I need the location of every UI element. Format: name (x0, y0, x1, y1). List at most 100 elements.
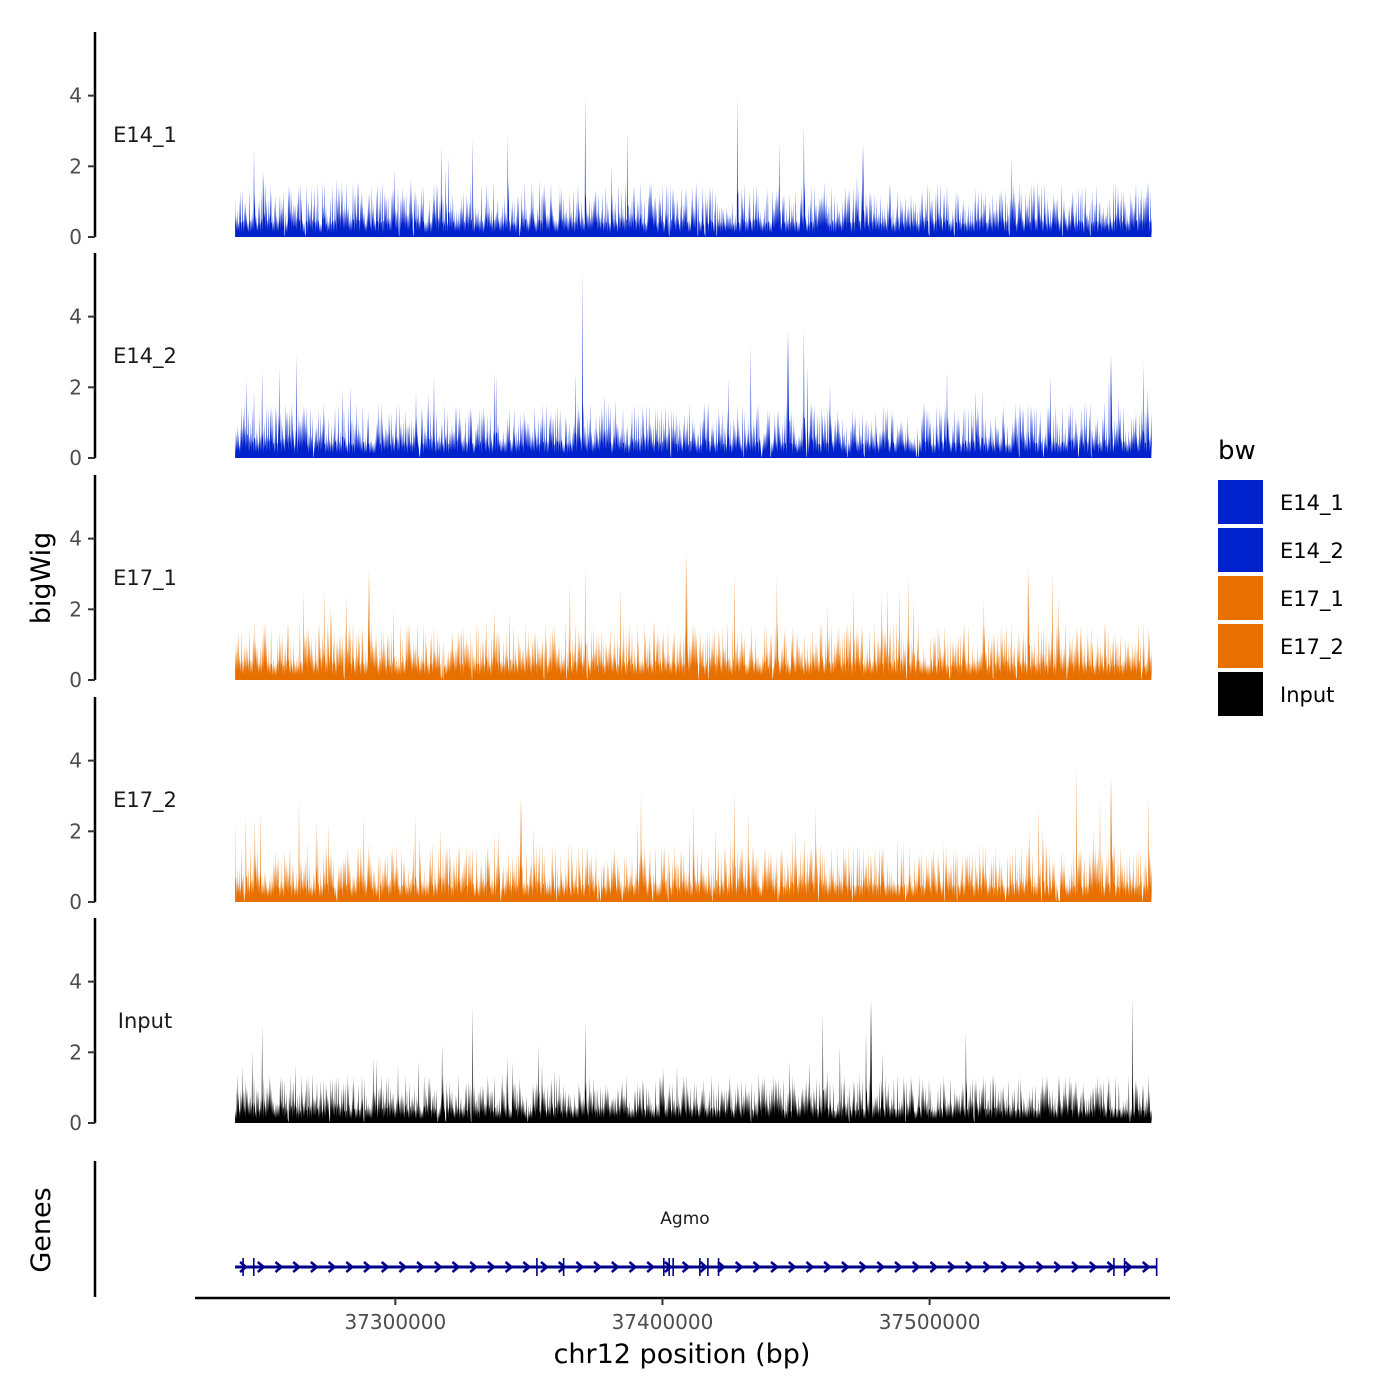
track-e14_1: 0 2 4 E14_1 (69, 32, 1152, 249)
strand-arrow (787, 1261, 797, 1273)
strand-arrow (487, 1261, 496, 1273)
legend-swatch (1218, 576, 1263, 620)
coverage-area (235, 767, 1152, 902)
strand-arrow (327, 1261, 337, 1273)
y-tick-label: 2 (69, 597, 82, 621)
coverage-area (235, 92, 1152, 237)
legend: bw E14_1 E14_2 E17_1 E17_2 Input (1218, 436, 1344, 716)
strand-arrow (1124, 1261, 1134, 1273)
track-label: E17_2 (113, 788, 177, 813)
track-label: E14_2 (113, 344, 177, 369)
y-tick-label: 0 (69, 1111, 82, 1135)
strand-arrow (929, 1261, 939, 1273)
strand-arrow (1018, 1261, 1027, 1273)
strand-arrow (734, 1261, 744, 1273)
legend-item-input: Input (1218, 672, 1334, 716)
strand-arrow (575, 1261, 585, 1273)
strand-arrow (345, 1261, 355, 1273)
track-input: 0 2 4 Input (69, 918, 1152, 1135)
x-tick-label: 37500000 (879, 1310, 981, 1334)
legend-item-e14_2: E14_2 (1218, 528, 1344, 572)
legend-label: E17_1 (1280, 587, 1344, 612)
gene-name: Agmo (660, 1209, 709, 1229)
y-tick-label: 4 (69, 527, 82, 551)
strand-arrow (469, 1261, 479, 1273)
legend-label: Input (1280, 683, 1334, 707)
strand-arrow (310, 1261, 319, 1273)
track-label: E17_1 (113, 566, 177, 591)
track-e14_2: 0 2 4 E14_2 (69, 253, 1152, 470)
track-label: Input (118, 1009, 172, 1033)
strand-arrow (239, 1261, 249, 1273)
x-axis: 37300000 37400000 37500000 (195, 1296, 1170, 1334)
strand-arrow (823, 1261, 833, 1273)
strand-arrow (681, 1261, 691, 1273)
strand-arrow (1035, 1261, 1045, 1273)
strand-arrow (770, 1261, 780, 1273)
y-tick-label: 0 (69, 668, 82, 692)
legend-item-e14_1: E14_1 (1218, 480, 1344, 524)
coverage-area (235, 270, 1152, 458)
strand-arrow (964, 1261, 974, 1273)
x-tick-label: 37300000 (344, 1310, 446, 1334)
legend-item-e17_2: E17_2 (1218, 624, 1344, 668)
y-tick-label: 0 (69, 446, 82, 470)
genes-track-title: Genes (26, 1187, 57, 1272)
strand-arrow (433, 1261, 443, 1273)
strand-arrow (256, 1261, 266, 1273)
strand-arrow (363, 1261, 372, 1273)
legend-label: E14_2 (1280, 539, 1344, 564)
y-tick-label: 2 (69, 819, 82, 843)
strand-arrow (628, 1261, 638, 1273)
strand-arrow (1071, 1261, 1080, 1273)
strand-arrow (841, 1261, 850, 1273)
y-tick-label: 4 (69, 749, 82, 773)
strand-arrow (646, 1261, 656, 1273)
strand-arrow (1000, 1261, 1010, 1273)
strand-arrow (1088, 1261, 1098, 1273)
strand-arrow (858, 1261, 868, 1273)
track-e17_2: 0 2 4 E17_2 (69, 697, 1152, 914)
strand-arrow (522, 1261, 532, 1273)
strand-arrow (504, 1261, 514, 1273)
strand-arrow (1053, 1261, 1063, 1273)
strand-arrow (982, 1261, 992, 1273)
track-label: E14_1 (113, 123, 177, 148)
y-tick-label: 4 (69, 84, 82, 108)
legend-title: bw (1218, 436, 1256, 466)
strand-arrow (947, 1261, 957, 1273)
y-tick-label: 2 (69, 375, 82, 399)
legend-swatch (1218, 624, 1263, 668)
strand-arrow (557, 1261, 567, 1273)
coverage-area (235, 995, 1152, 1123)
strand-arrow (664, 1261, 673, 1273)
strand-arrow (876, 1261, 886, 1273)
x-tick-label: 37400000 (612, 1310, 714, 1334)
coverage-tracks: 0 2 4 E14_1 0 2 4 E14_2 0 2 4 E17_1 0 2 4 E17_2 0 2 4 Input (69, 32, 1152, 1135)
y-tick-label: 2 (69, 154, 82, 178)
genes-track: Agmo (93, 1161, 1158, 1297)
legend-swatch (1218, 672, 1263, 716)
y-tick-label: 4 (69, 970, 82, 994)
strand-arrow (894, 1261, 903, 1273)
gene-model: Agmo (235, 1209, 1158, 1276)
legend-item-e17_1: E17_1 (1218, 576, 1344, 620)
legend-swatch (1218, 528, 1263, 572)
legend-swatch (1218, 480, 1263, 524)
strand-arrow (292, 1261, 302, 1273)
x-axis-title: chr12 position (bp) (554, 1339, 811, 1370)
y-tick-label: 0 (69, 225, 82, 249)
y-axis-title: bigWig (26, 532, 57, 625)
strand-arrow (911, 1261, 921, 1273)
strand-arrow (699, 1261, 709, 1273)
legend-label: E17_2 (1280, 635, 1344, 660)
strand-arrow (416, 1261, 426, 1273)
strand-arrow (717, 1261, 726, 1273)
y-tick-label: 0 (69, 890, 82, 914)
strand-arrow (451, 1261, 461, 1273)
strand-arrow (540, 1261, 549, 1273)
strand-arrow (398, 1261, 408, 1273)
strand-arrow (752, 1261, 762, 1273)
strand-arrow (610, 1261, 620, 1273)
